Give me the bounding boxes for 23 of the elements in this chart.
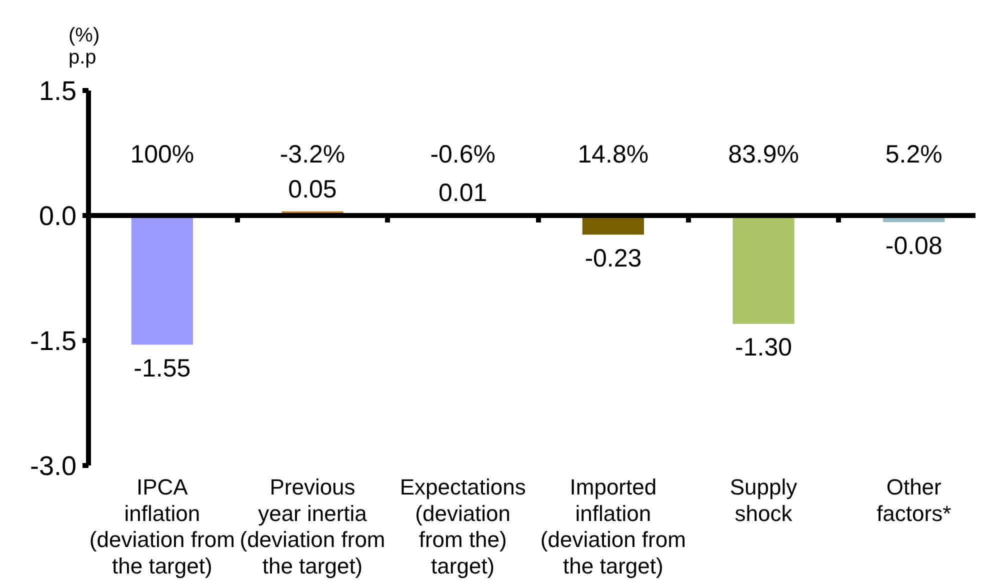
data-label: -0.08 — [885, 232, 942, 260]
y-tick-label: -3.0 — [30, 451, 77, 481]
annotation: 83.9% — [728, 140, 799, 168]
annotation: 14.8% — [578, 140, 649, 168]
annotation: 5.2% — [885, 140, 942, 168]
x-tick-label: Previous year inertia (deviation from the target) — [240, 474, 386, 578]
y-tick-label: -1.5 — [30, 326, 77, 356]
annotation: -0.6% — [430, 140, 496, 168]
annotation: 100% — [130, 140, 194, 168]
data-label: 0.05 — [288, 176, 337, 204]
y-tick-label: 1.5 — [38, 76, 77, 106]
annotation: -3.2% — [280, 140, 346, 168]
data-label: 0.01 — [438, 178, 488, 207]
y-tick-label: 0.0 — [38, 201, 77, 231]
x-tick-label: IPCA inflation (deviation from the target) — [89, 474, 235, 578]
data-label: -1.55 — [134, 354, 191, 382]
y-axis-title: (%) p.p — [68, 24, 100, 68]
x-tick-label: Other factors* — [876, 474, 952, 526]
x-tick-label: Expectations (deviation from the) target) — [400, 474, 526, 578]
x-tick-label: Imported inflation (deviation from the target) — [540, 474, 686, 578]
x-tick-label: Supply shock — [730, 474, 798, 526]
data-label: -1.30 — [735, 334, 792, 362]
data-label: -0.23 — [584, 244, 642, 272]
